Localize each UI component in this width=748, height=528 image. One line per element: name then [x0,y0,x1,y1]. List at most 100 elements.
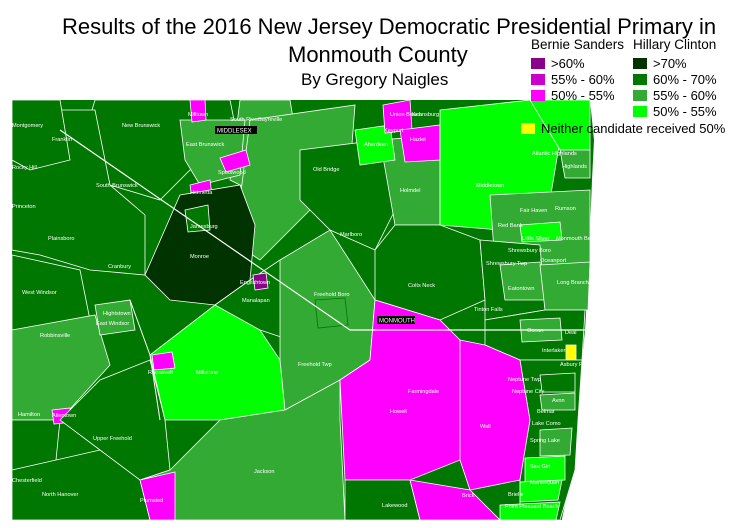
legend-label: 55% - 60% [551,72,615,87]
place-label: Englishtown [240,280,270,286]
county-label-box-middlesex [215,126,257,134]
place-label: Roosevelt [148,370,173,376]
place-label: Wall [480,424,491,430]
place-label: Eatontown [508,286,534,292]
legend-label: 50% - 55% [653,104,717,119]
place-label: Hazlet [410,137,426,143]
place-label: Point Pleasant Beach [505,504,559,510]
region-hightstown [94,299,136,336]
county-label-box-monmouth [377,316,415,324]
place-label: Farmingdale [408,389,439,395]
place-label: Fair Haven [520,208,547,214]
place-label: Lake Como [532,421,561,427]
place-label: Sayreville [258,117,282,123]
place-label: Marlboro [340,232,362,238]
legend-item-clinton-50-55: 50% - 55% [633,104,717,119]
place-label: Spring Lake [530,438,560,444]
place-label: Spotswood [218,170,246,176]
place-label: Plainsboro [48,236,74,242]
legend-heading-clinton: Hillary Clinton [633,37,717,52]
place-label: Brielle [508,492,524,498]
region-upper-freehold [59,359,171,481]
legend-item-sanders-55-60: 55% - 60% [531,72,615,87]
place-label: Shrewsbury Boro [508,248,551,254]
place-label: Milltown [188,112,208,118]
legend-swatch [531,74,545,85]
place-label: Robbinsville [40,333,70,339]
region-eatontown [499,261,546,301]
place-label: Long Branch [557,280,589,286]
region-wall [459,339,531,491]
place-label: Freehold Boro [314,292,349,298]
region-montgomery [11,99,71,171]
region-lakewood [344,479,421,521]
region-monroe [144,184,256,306]
legend-swatch [633,106,647,117]
place-label: Chesterfield [12,478,42,484]
legend-label: Neither candidate received 50% [541,121,726,136]
place-label: Montgomery [12,123,43,129]
region-interlaken [565,344,577,361]
legend-swatch [633,58,647,69]
place-label: Hamilton [18,412,40,418]
legend-item-sanders-50-55: 50% - 55% [531,88,615,103]
place-label: Keansburg [412,112,439,118]
place-label: Rocky Hill [12,165,37,171]
place-label: East Brunswick [186,142,224,148]
place-label: Brick [462,493,475,499]
place-label: Belmar [537,409,555,415]
place-label: Atlantic Highlands [532,151,577,157]
place-label: North Hanover [42,492,79,498]
place-label: Deal [565,330,577,336]
place-label: Sea Girt [530,464,551,470]
legend-swatch [521,123,535,134]
region-sea-girt [524,455,566,483]
legend-swatch [531,58,545,69]
place-label: Upper Freehold [93,436,132,442]
legend-label: 50% - 55% [551,88,615,103]
region-roosevelt [151,351,176,371]
place-label: New Brunswick [122,123,160,129]
place-label: Asbury Park [560,362,591,368]
legend-label: >70% [653,56,687,71]
region-freehold-boro [314,297,349,329]
place-label: Hightstown [103,311,131,317]
legend-item-neither: Neither candidate received 50% [521,121,725,136]
place-label: Howell [390,409,407,415]
region-aberdeen [354,124,396,166]
place-label: Helmetta [190,190,213,196]
place-label: Neptune Twp [508,377,541,383]
place-label: Ocean [527,328,543,334]
legend-label: 55% - 60% [653,88,717,103]
legend-swatch [633,74,647,85]
legend-swatch [531,90,545,101]
region-little-silver [519,221,563,243]
place-label: Rumson [555,206,576,212]
place-label: Red Bank [498,223,523,229]
region-highlands [559,149,591,179]
place-label: Highlands [562,164,587,170]
region-long-branch [539,261,591,311]
place-label: Monmouth Beach [556,236,600,242]
legend-item-clinton-55-60: 55% - 60% [633,88,717,103]
legend-swatch [633,90,647,101]
place-label: Jamesburg [190,224,218,230]
region-jamesburg [184,204,211,233]
place-label: Lakewood [382,503,408,509]
ocean [560,100,748,528]
place-label: Neptune City [512,389,545,395]
region-englishtown [252,272,269,291]
region-robbinsville [11,314,111,421]
place-label: Princeton [12,204,36,210]
place-label: East Windsor [96,321,129,327]
place-label: Freehold Twp [298,362,332,368]
legend-heading-sanders: Bernie Sanders [531,37,625,52]
place-label: Cranbury [108,264,131,270]
place-label: Interlaken [542,348,567,354]
place-labels: Helmetta New Brunswick Milltown South Ri… [12,112,600,510]
place-label: Colts Neck [408,283,435,289]
region-neptune-city [539,392,576,411]
region-milltown [189,99,207,123]
place-label: Monroe [190,254,209,260]
